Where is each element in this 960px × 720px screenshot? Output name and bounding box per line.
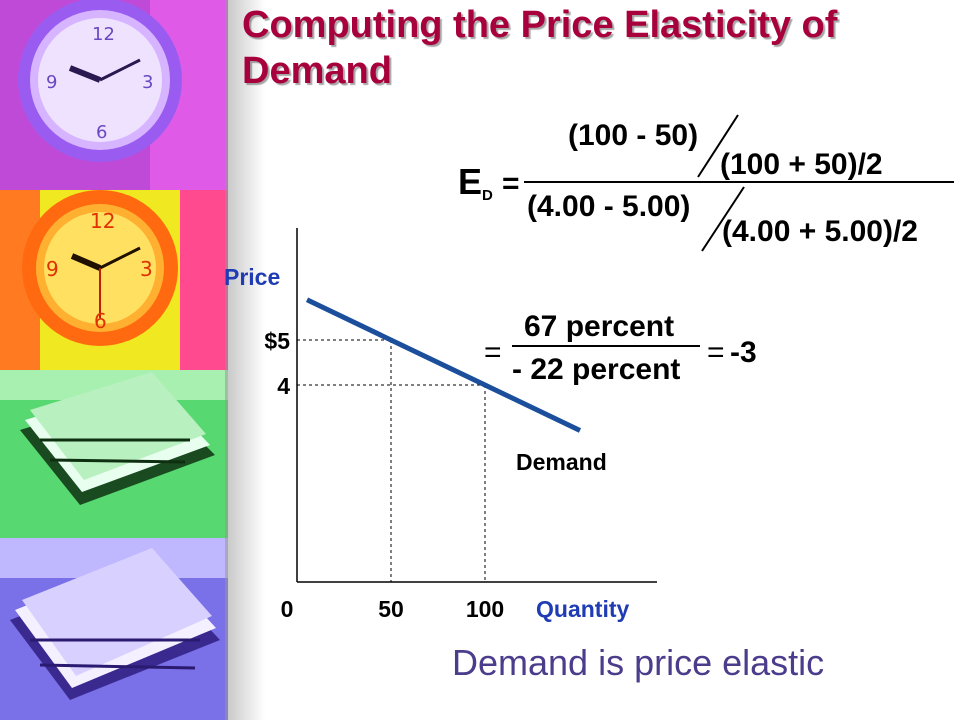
svg-text:9: 9 <box>46 257 59 281</box>
elasticity-result: -3 <box>730 336 757 369</box>
svg-text:12: 12 <box>92 24 115 45</box>
y-tick-label: $5 <box>264 328 290 354</box>
svg-text:9: 9 <box>46 72 57 93</box>
percent-change-quantity: 67 percent <box>524 310 674 343</box>
svg-text:3: 3 <box>140 257 153 281</box>
slide-title: Computing the Price Elasticity of Demand <box>242 4 838 92</box>
quantity-change: (100 - 50) <box>568 119 698 152</box>
elasticity-formula: E D = (100 - 50) (100 + 50)/2 (4.00 - 5.… <box>458 114 954 252</box>
svg-text:12: 12 <box>90 209 115 233</box>
x-tick-label: 50 <box>378 596 404 622</box>
x-axis-label: Quantity <box>536 596 629 622</box>
y-tick-label: 4 <box>277 373 290 399</box>
svg-text:6: 6 <box>96 122 107 143</box>
stacked-papers-icon <box>10 548 220 700</box>
demand-curve <box>305 297 582 433</box>
clock-icon: 12 3 6 9 <box>18 0 182 162</box>
elasticity-symbol: E <box>458 161 482 202</box>
stacked-papers-icon <box>20 372 215 505</box>
result-equals-1: = <box>484 336 502 369</box>
strip-shadow <box>225 0 265 720</box>
quantity-midpoint: (100 + 50)/2 <box>720 148 883 181</box>
svg-text:3: 3 <box>142 72 153 93</box>
price-change: (4.00 - 5.00) <box>527 190 690 223</box>
result-equals-2: = <box>707 336 725 369</box>
percent-change-price: - 22 percent <box>512 353 680 386</box>
numerator-slash <box>697 114 739 178</box>
x-tick-label: 0 <box>281 596 294 622</box>
svg-text:6: 6 <box>94 309 107 333</box>
decorative-photo-strip: 12 3 6 9 12 3 6 9 <box>0 0 228 720</box>
conclusion-text: Demand is price elastic <box>452 642 825 683</box>
x-tick-label: 100 <box>466 596 504 622</box>
elasticity-subscript: D <box>482 187 493 204</box>
clock-icon: 12 3 6 9 <box>22 190 178 346</box>
denominator-slash <box>701 186 745 252</box>
demand-label: Demand <box>516 449 607 475</box>
formula-equals: = <box>502 167 520 200</box>
price-midpoint: (4.00 + 5.00)/2 <box>722 215 918 248</box>
